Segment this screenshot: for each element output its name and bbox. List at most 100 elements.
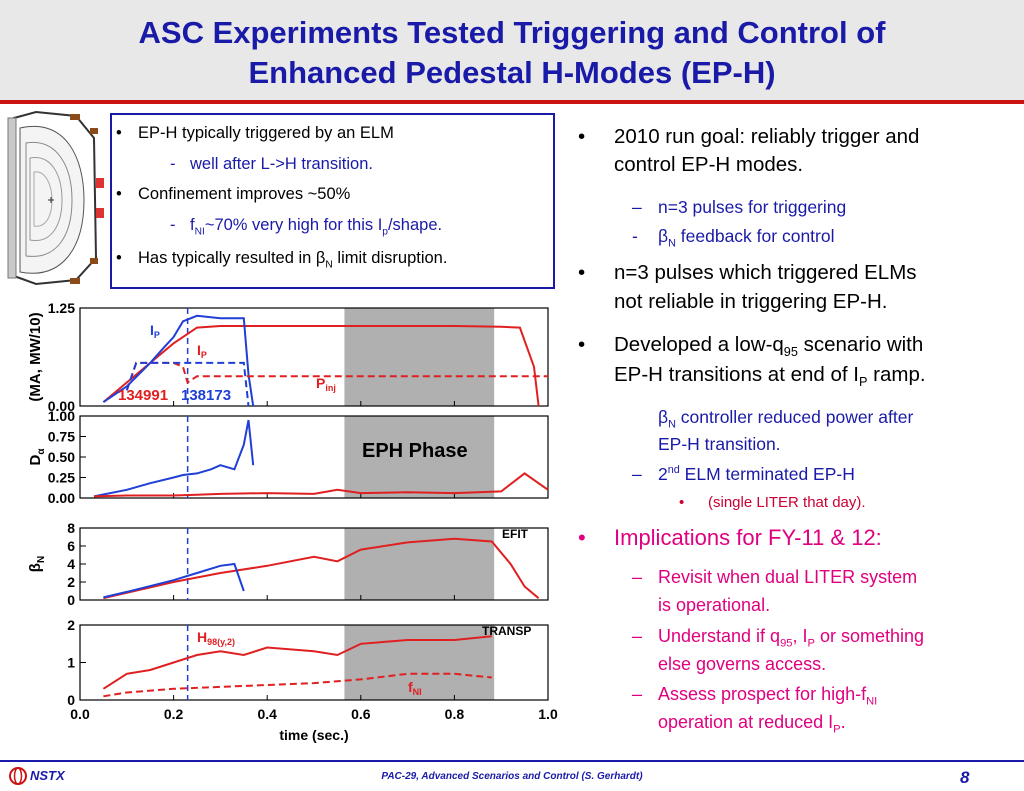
bullet-dot: •	[679, 494, 685, 511]
nstx-logo-text: NSTX	[30, 768, 65, 783]
fni-label: fNI	[408, 679, 422, 697]
time-trace-charts: 0.001.25(MA, MW/10)0.000.250.500.751.00D…	[27, 300, 558, 743]
transp-label: TRANSP	[482, 624, 531, 638]
shot-label-134991: 134991	[118, 387, 168, 404]
box-bullet-1: EP-H typically triggered by an ELM	[138, 124, 394, 142]
r3b-item: (single LITER that day).	[708, 494, 866, 511]
bullet-dot: •	[578, 261, 586, 284]
r1b: βN feedback for control	[658, 226, 835, 250]
box-bullet-2: Confinement improves ~50%	[138, 185, 351, 203]
y-tick-label: 8	[67, 520, 75, 536]
box-dash: -	[170, 216, 176, 234]
y-tick-label: 0.50	[48, 449, 75, 465]
r3b: 2nd ELM terminated EP-H	[658, 464, 855, 484]
page-number: 8	[960, 768, 970, 787]
footer-rule	[0, 760, 1024, 762]
y-axis-label: Dα	[27, 448, 47, 466]
bullet-dot: •	[578, 333, 586, 356]
r4b-line1: Understand if q95, IP or something	[658, 626, 925, 650]
sub-dash: –	[632, 567, 643, 587]
r1-line2: control EP-H modes.	[614, 153, 804, 176]
eph-phase-region	[344, 625, 495, 700]
r4a-line2: is operational.	[658, 595, 771, 615]
series-line	[102, 325, 540, 407]
y-tick-label: 0.25	[48, 470, 75, 486]
box-bullet-3: Has typically resulted in βN limit disru…	[138, 249, 448, 271]
footer-caption: PAC-29, Advanced Scenarios and Control (…	[381, 771, 643, 782]
y-tick-label: 0.00	[48, 490, 75, 506]
x-tick-label: 0.0	[70, 706, 90, 722]
eph-phase-label: EPH Phase	[362, 440, 468, 462]
series-line	[102, 635, 492, 690]
y-axis-label: (MA, MW/10)	[27, 312, 44, 401]
shot-label-138173: 138173	[181, 387, 231, 404]
y-tick-label: 1	[67, 655, 75, 671]
ip-label-red: IP	[197, 342, 207, 360]
r2-line2: not reliable in triggering EP-H.	[614, 290, 888, 313]
nstx-logo-icon	[9, 767, 27, 785]
sub-dash: –	[632, 626, 643, 646]
plot-frame	[79, 307, 549, 407]
y-tick-label: 0.00	[48, 398, 75, 414]
tokamak-cross-section	[6, 108, 106, 290]
right-column: • 2010 run goal: reliably trigger and co…	[560, 110, 1020, 750]
y-tick-label: 1.25	[48, 300, 75, 316]
r3a-line2: EP-H transition.	[658, 434, 781, 454]
summary-box: • EP-H typically triggered by an ELM - w…	[110, 113, 555, 289]
title-area: ASC Experiments Tested Triggering and Co…	[0, 0, 1024, 100]
sub-dash: –	[632, 197, 642, 217]
series-line	[103, 537, 540, 600]
r3-line1: Developed a low-q95 scenario with	[614, 333, 924, 360]
title-underline	[0, 100, 1024, 104]
r4a-line1: Revisit when dual LITER system	[658, 567, 918, 587]
series-line	[125, 361, 250, 407]
y-tick-label: 6	[67, 538, 75, 554]
box-bullet-dot: •	[116, 249, 122, 267]
sub-dash: –	[632, 464, 642, 484]
series-line	[102, 314, 255, 407]
box-dash: -	[170, 155, 176, 173]
x-tick-label: 0.6	[351, 706, 371, 722]
eph-phase-region	[344, 308, 495, 406]
eph-phase-region	[344, 528, 495, 600]
y-tick-label: 1.00	[48, 408, 75, 424]
efit-label: EFIT	[502, 527, 529, 541]
series-line	[93, 419, 255, 498]
x-tick-label: 1.0	[538, 706, 558, 722]
r1a: n=3 pulses for triggering	[658, 197, 847, 217]
series-line	[103, 562, 245, 599]
r2-line1: n=3 pulses which triggered ELMs	[614, 261, 917, 284]
y-tick-label: 4	[67, 556, 75, 572]
r3a-line1: βN controller reduced power after	[658, 407, 914, 431]
y-tick-label: 0	[67, 692, 75, 708]
x-tick-label: 0.2	[164, 706, 184, 722]
box-bullet-2-sub: fNI~70% very high for this Ip/shape.	[190, 216, 443, 238]
bullet-dot: •	[578, 525, 586, 550]
h98-label: H98(y,2)	[197, 629, 235, 647]
x-axis-label: time (sec.)	[279, 727, 348, 743]
series-line	[93, 472, 549, 498]
x-tick-label: 0.8	[445, 706, 465, 722]
pinj-label: Pinj	[316, 375, 336, 393]
y-tick-label: 2	[67, 574, 75, 590]
r4b-line2: else governs access.	[658, 654, 827, 674]
sub-dash: -	[632, 226, 638, 246]
ip-label-blue: IP	[150, 322, 160, 340]
eph-phase-region	[344, 416, 495, 498]
box-bullet-dot: •	[116, 185, 122, 203]
box-bullet-dot: •	[116, 124, 122, 142]
bullet-dot: •	[578, 125, 586, 148]
title-line-2: Enhanced Pedestal H-Modes (EP-H)	[248, 55, 776, 90]
y-axis-label: βN	[27, 556, 47, 572]
series-line	[103, 672, 492, 698]
r4c-line1: Assess prospect for high-fNI	[658, 684, 878, 708]
box-bullet-1-sub: well after L->H transition.	[190, 155, 373, 173]
r1-line1: 2010 run goal: reliably trigger and	[614, 125, 920, 148]
y-tick-label: 0	[67, 592, 75, 608]
x-tick-label: 0.4	[257, 706, 277, 722]
r4-heading: Implications for FY-11 & 12:	[614, 525, 882, 550]
sub-dash: –	[632, 684, 643, 704]
y-tick-label: 0.75	[48, 429, 75, 445]
r3-line2: EP-H transitions at end of IP ramp.	[614, 363, 926, 390]
y-tick-label: 2	[67, 617, 75, 633]
